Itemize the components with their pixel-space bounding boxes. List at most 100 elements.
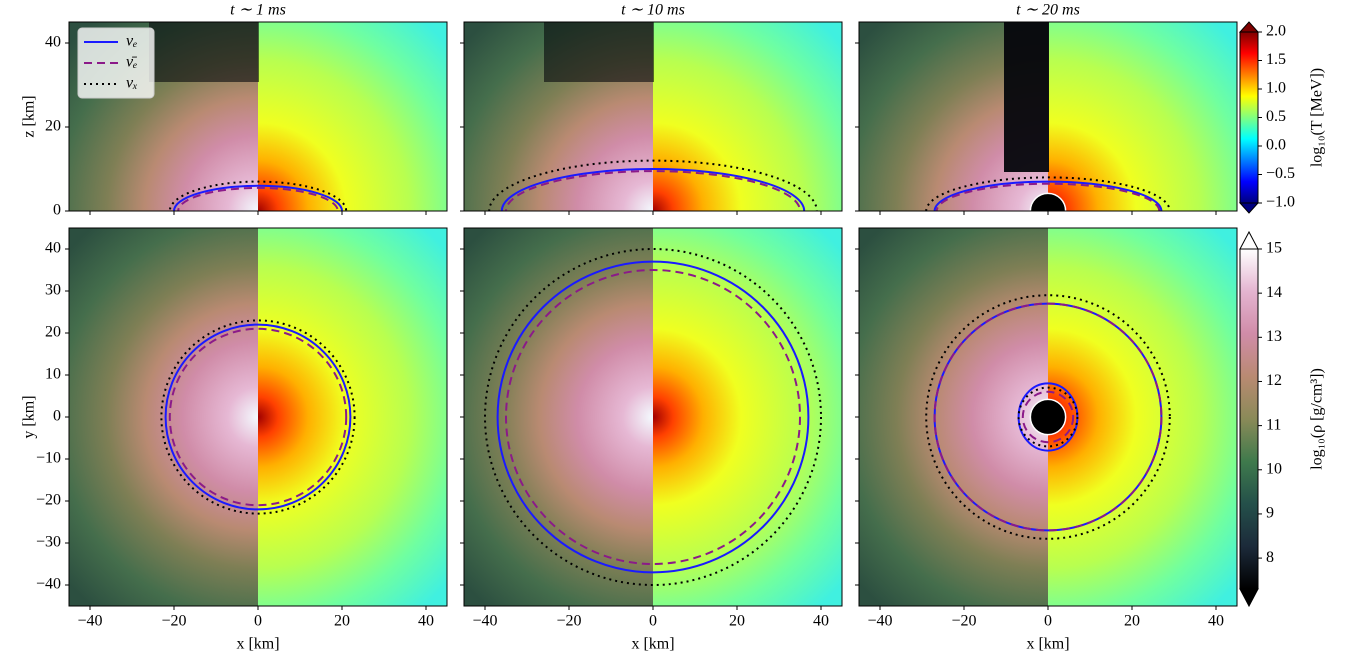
colorbar-tick-label: 8 [1266,549,1274,566]
x-axis-label: x [km] [236,636,279,653]
colorbar-extend [1239,588,1259,608]
legend-label: νₑ [126,33,137,50]
temperature-image [258,228,447,606]
contour [496,260,810,574]
contour [168,180,348,211]
x-tick-label: −40 [77,613,102,630]
contour [933,180,1163,211]
panel [859,22,1237,211]
y-tick-label: 10 [45,366,61,383]
panel [69,22,447,211]
colorbar-tick-label: 12 [1266,372,1282,389]
legend-label: ν̄ₑ [126,54,137,71]
temperature-image [653,22,842,211]
temperature-half [1048,228,1237,606]
contour [173,184,343,211]
column-title: t ∼ 10 ms [621,2,685,19]
colorbar-tick-label: 15 [1266,240,1282,257]
contour [933,302,1163,532]
temperature-half [653,22,842,211]
colorbar-tick-label: 0.0 [1266,137,1286,154]
x-tick-label: 20 [729,613,745,630]
x-tick-label: 0 [254,613,262,630]
contour [925,294,1171,540]
contour [505,269,801,565]
x-tick-label: 40 [813,613,829,630]
x-tick-label: −20 [951,613,976,630]
contour [488,159,818,211]
x-axis-label: x [km] [1026,636,1069,653]
y-tick-label: 20 [45,118,61,135]
colorbar-tick-label: 14 [1266,284,1282,301]
colorbar-tick-label: 2.0 [1266,23,1286,40]
colorbar-tick-label: −1.0 [1266,194,1295,211]
y-tick-label: 30 [45,282,61,299]
colorbar-tick-label: 1.0 [1266,80,1286,97]
panel [859,228,1237,606]
colorbar-tick-label: 10 [1266,460,1282,477]
column-title: t ∼ 20 ms [1016,2,1080,19]
contour [1021,390,1075,444]
dark-region [149,22,259,82]
y-tick-label: 40 [45,240,61,257]
colorbar-label: log₁₀(T [MeV]) [1309,68,1326,167]
colorbar-extend [1238,21,1260,33]
dark-region [544,22,654,82]
legend-label: νₓ [126,75,138,92]
contour [168,327,348,507]
y-tick-label: 0 [53,202,61,219]
panel [464,228,842,606]
dark-region [1004,22,1049,172]
x-tick-label: −40 [472,613,497,630]
colorbar-tick-label: 1.5 [1266,51,1286,68]
x-tick-label: 20 [334,613,350,630]
contour [164,323,352,511]
colorbar-frame [1239,248,1259,590]
y-tick-label: −20 [36,492,61,509]
x-axis-label: x [km] [631,636,674,653]
y-tick-label: −30 [36,534,61,551]
y-tick-label: 0 [53,408,61,425]
colorbar-tick-label: −0.5 [1266,165,1295,182]
x-tick-label: 20 [1124,613,1140,630]
legend: νₑ ν̄ₑ νₓ [77,27,155,99]
x-tick-label: 0 [1044,613,1052,630]
temperature-image [258,22,447,211]
panel [464,22,842,211]
temperature-half [1048,22,1237,211]
x-tick-label: 40 [1208,613,1224,630]
y-tick-label: 40 [45,34,61,51]
contour [160,319,356,515]
temperature-image [1048,22,1237,211]
contour [484,248,822,586]
colorbar-extend [1239,230,1259,250]
y-tick-label: −40 [36,576,61,593]
colorbar-tick-label: 9 [1266,505,1274,522]
colorbar-tick-label: 11 [1266,416,1281,433]
y-axis-label: y [km] [21,395,38,438]
y-axis-label: z [km] [21,95,38,137]
colorbar-tick-label: 0.5 [1266,108,1286,125]
column-title: t ∼ 1 ms [230,2,286,19]
panel [69,228,447,606]
temperature-image [1048,228,1237,606]
y-tick-label: −10 [36,450,61,467]
temperature-half [258,22,447,211]
x-tick-label: 40 [418,613,434,630]
x-tick-label: −40 [867,613,892,630]
colorbar-extend [1238,202,1260,214]
colorbar [1240,32,1258,203]
x-tick-label: 0 [649,613,657,630]
colorbar-tick-label: 13 [1266,328,1282,345]
contour [500,168,806,211]
temperature-half [258,228,447,606]
y-tick-label: 20 [45,324,61,341]
contour [1017,386,1079,448]
x-tick-label: −20 [161,613,186,630]
black-hole [1029,192,1067,211]
colorbar [1240,249,1258,589]
black-hole [1029,398,1067,436]
temperature-half [653,228,842,606]
colorbar-label: log₁₀(ρ [g/cm³]) [1309,368,1326,470]
